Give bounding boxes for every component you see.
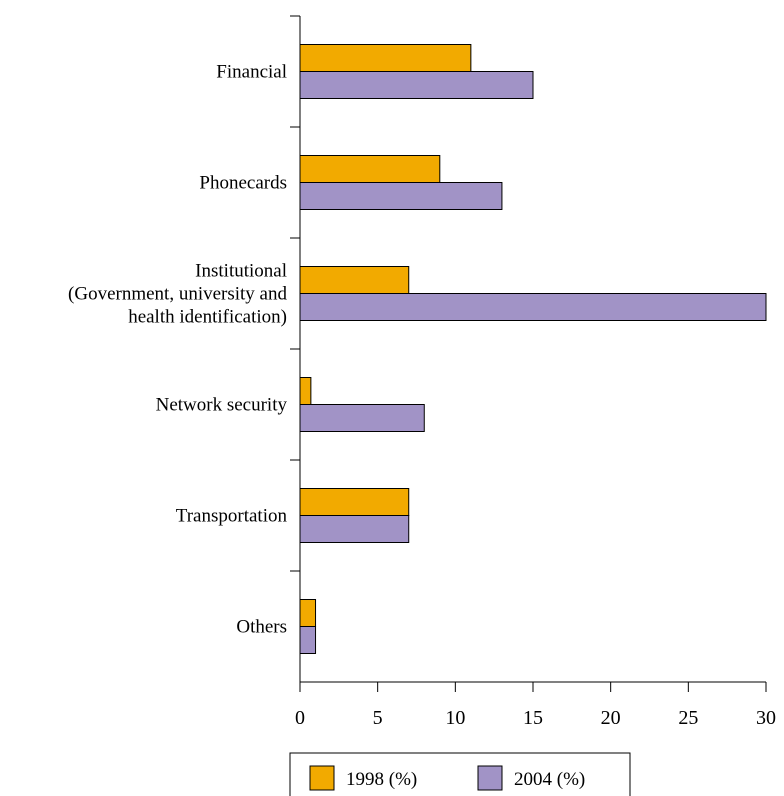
legend: 1998 (%) 2004 (%) — [289, 752, 631, 796]
category-label: Others — [236, 617, 287, 638]
legend-label-2004: 2004 (%) — [514, 769, 585, 790]
bar-1998-1 — [299, 155, 441, 183]
x-tick-label: 0 — [295, 707, 305, 729]
legend-swatch-2004 — [477, 765, 503, 791]
category-label: Phonecards — [199, 173, 287, 194]
x-tick-label: 25 — [678, 707, 698, 729]
x-tick-label: 30 — [756, 707, 776, 729]
axes — [299, 16, 766, 683]
bar-2004-3 — [299, 404, 425, 432]
legend-swatch-1998 — [309, 765, 335, 791]
x-axis-ticks: 0 5 10 15 20 25 30 — [295, 682, 776, 729]
category-label: Transportation — [176, 506, 288, 527]
bar-1998-0 — [299, 44, 472, 72]
category-label: Financial — [216, 62, 287, 83]
category-labels: Financial Phonecards Institutional (Governm… — [68, 62, 287, 638]
category-label-line: Institutional — [195, 261, 287, 282]
category-label-line: Transportation — [176, 506, 288, 527]
bar-2004-1 — [299, 182, 503, 210]
x-tick-label: 5 — [373, 707, 383, 729]
bar-1998-2 — [299, 266, 410, 294]
legend-box — [289, 752, 631, 796]
category-label-line: health identification) — [128, 307, 287, 328]
legend-label-1998: 1998 (%) — [346, 769, 417, 790]
category-label-line: Network security — [156, 395, 288, 416]
x-tick-label: 20 — [601, 707, 621, 729]
category-label-line: Others — [236, 617, 287, 638]
y-axis-ticks — [290, 15, 300, 572]
bar-1998-3 — [299, 377, 312, 405]
category-label: Network security — [156, 395, 288, 416]
x-tick-label: 15 — [523, 707, 543, 729]
category-label: Institutional (Government, university and… — [68, 261, 287, 328]
bars-layer — [299, 44, 767, 654]
category-label-line: (Government, university and — [68, 284, 287, 305]
category-label-line: Financial — [216, 62, 287, 83]
bar-1998-4 — [299, 488, 410, 516]
bar-2004-4 — [299, 515, 410, 543]
bar-2004-5 — [299, 626, 317, 654]
bar-2004-0 — [299, 71, 534, 99]
x-tick-label: 10 — [445, 707, 465, 729]
category-label-line: Phonecards — [199, 173, 287, 194]
bar-1998-5 — [299, 599, 317, 627]
bar-2004-2 — [299, 293, 767, 321]
